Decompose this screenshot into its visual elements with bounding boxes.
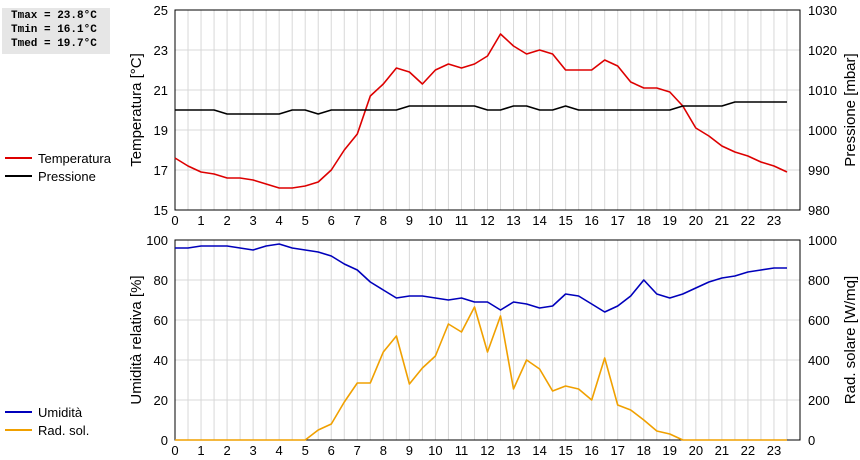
x-tick-label: 5	[302, 443, 309, 458]
y-tick-label-right: 200	[808, 393, 830, 408]
x-tick-label: 7	[354, 213, 361, 228]
x-tick-label: 15	[558, 213, 572, 228]
legend-label: Pressione	[38, 169, 96, 184]
x-tick-label: 17	[610, 443, 624, 458]
x-tick-label: 14	[532, 443, 546, 458]
y-tick-label-right: 800	[808, 273, 830, 288]
y-tick-label-left: 40	[154, 353, 168, 368]
x-tick-label: 4	[276, 213, 283, 228]
x-tick-label: 13	[506, 213, 520, 228]
x-tick-label: 4	[276, 443, 283, 458]
x-tick-label: 0	[171, 443, 178, 458]
y-tick-label-left: 100	[146, 233, 168, 248]
x-tick-label: 19	[663, 213, 677, 228]
y-tick-label-left: 25	[154, 3, 168, 18]
y-tick-label-left: 23	[154, 43, 168, 58]
x-tick-label: 16	[584, 213, 598, 228]
x-tick-label: 7	[354, 443, 361, 458]
x-tick-label: 3	[250, 443, 257, 458]
x-tick-label: 22	[741, 213, 755, 228]
x-tick-label: 10	[428, 213, 442, 228]
series-line-primary	[175, 243, 787, 313]
y-tick-label-left: 20	[154, 393, 168, 408]
x-tick-label: 1	[197, 213, 204, 228]
y-tick-label-left: 19	[154, 123, 168, 138]
y-tick-label-right: 990	[808, 163, 830, 178]
x-tick-label: 22	[741, 443, 755, 458]
y-axis-label-left: Temperatura [°C]	[128, 53, 145, 167]
y-tick-label-left: 15	[154, 203, 168, 218]
x-tick-label: 5	[302, 213, 309, 228]
stat-tmax: Tmax = 23.8°C	[11, 10, 97, 22]
x-tick-label: 18	[637, 443, 651, 458]
x-tick-label: 12	[480, 213, 494, 228]
x-tick-label: 6	[328, 443, 335, 458]
x-tick-label: 9	[406, 443, 413, 458]
x-tick-label: 8	[380, 213, 387, 228]
series-line-secondary	[175, 306, 787, 441]
y-tick-label-right: 980	[808, 203, 830, 218]
y-axis-label-left: Umidità relativa [%]	[128, 275, 145, 404]
x-tick-label: 2	[223, 443, 230, 458]
x-tick-label: 13	[506, 443, 520, 458]
x-tick-label: 1	[197, 443, 204, 458]
x-tick-label: 10	[428, 443, 442, 458]
y-tick-label-right: 1000	[808, 123, 837, 138]
y-tick-label-right: 1000	[808, 233, 837, 248]
x-tick-label: 3	[250, 213, 257, 228]
y-tick-label-right: 600	[808, 313, 830, 328]
x-tick-label: 23	[767, 443, 781, 458]
x-tick-label: 18	[637, 213, 651, 228]
x-tick-label: 21	[715, 213, 729, 228]
y-tick-label-right: 1030	[808, 3, 837, 18]
y-tick-label-right: 1010	[808, 83, 837, 98]
x-tick-label: 8	[380, 443, 387, 458]
y-tick-label-right: 0	[808, 433, 815, 448]
legend-label: Umidità	[38, 405, 83, 420]
x-tick-label: 11	[455, 213, 469, 228]
y-tick-label-left: 21	[154, 83, 168, 98]
series-line-primary	[174, 33, 788, 189]
y-axis-label-right: Rad. solare [W/mq]	[842, 276, 859, 404]
x-tick-label: 6	[328, 213, 335, 228]
y-axis-label-right: Pressione [mbar]	[842, 53, 859, 166]
x-tick-label: 11	[455, 443, 469, 458]
y-tick-label-right: 400	[808, 353, 830, 368]
x-tick-label: 20	[689, 213, 703, 228]
plot-frame	[174, 239, 801, 441]
stat-tmed: Tmed = 19.7°C	[11, 38, 97, 50]
x-tick-label: 16	[584, 443, 598, 458]
x-tick-label: 9	[406, 213, 413, 228]
stat-tmin: Tmin = 16.1°C	[11, 24, 97, 36]
x-tick-label: 19	[663, 443, 677, 458]
series-line-secondary	[175, 101, 787, 115]
x-tick-label: 0	[171, 213, 178, 228]
x-tick-label: 14	[532, 213, 546, 228]
legend-label: Temperatura	[38, 151, 112, 166]
legend-label: Rad. sol.	[38, 423, 89, 438]
y-tick-label-left: 17	[154, 163, 168, 178]
y-tick-label-left: 0	[161, 433, 168, 448]
x-tick-label: 20	[689, 443, 703, 458]
x-tick-label: 21	[715, 443, 729, 458]
y-tick-label-right: 1020	[808, 43, 837, 58]
x-tick-label: 15	[558, 443, 572, 458]
x-tick-label: 12	[480, 443, 494, 458]
y-tick-label-left: 80	[154, 273, 168, 288]
stats-box: Tmax = 23.8°C Tmin = 16.1°C Tmed = 19.7°…	[2, 8, 110, 54]
x-tick-label: 23	[767, 213, 781, 228]
x-tick-label: 17	[610, 213, 624, 228]
y-tick-label-left: 60	[154, 313, 168, 328]
x-tick-label: 2	[223, 213, 230, 228]
